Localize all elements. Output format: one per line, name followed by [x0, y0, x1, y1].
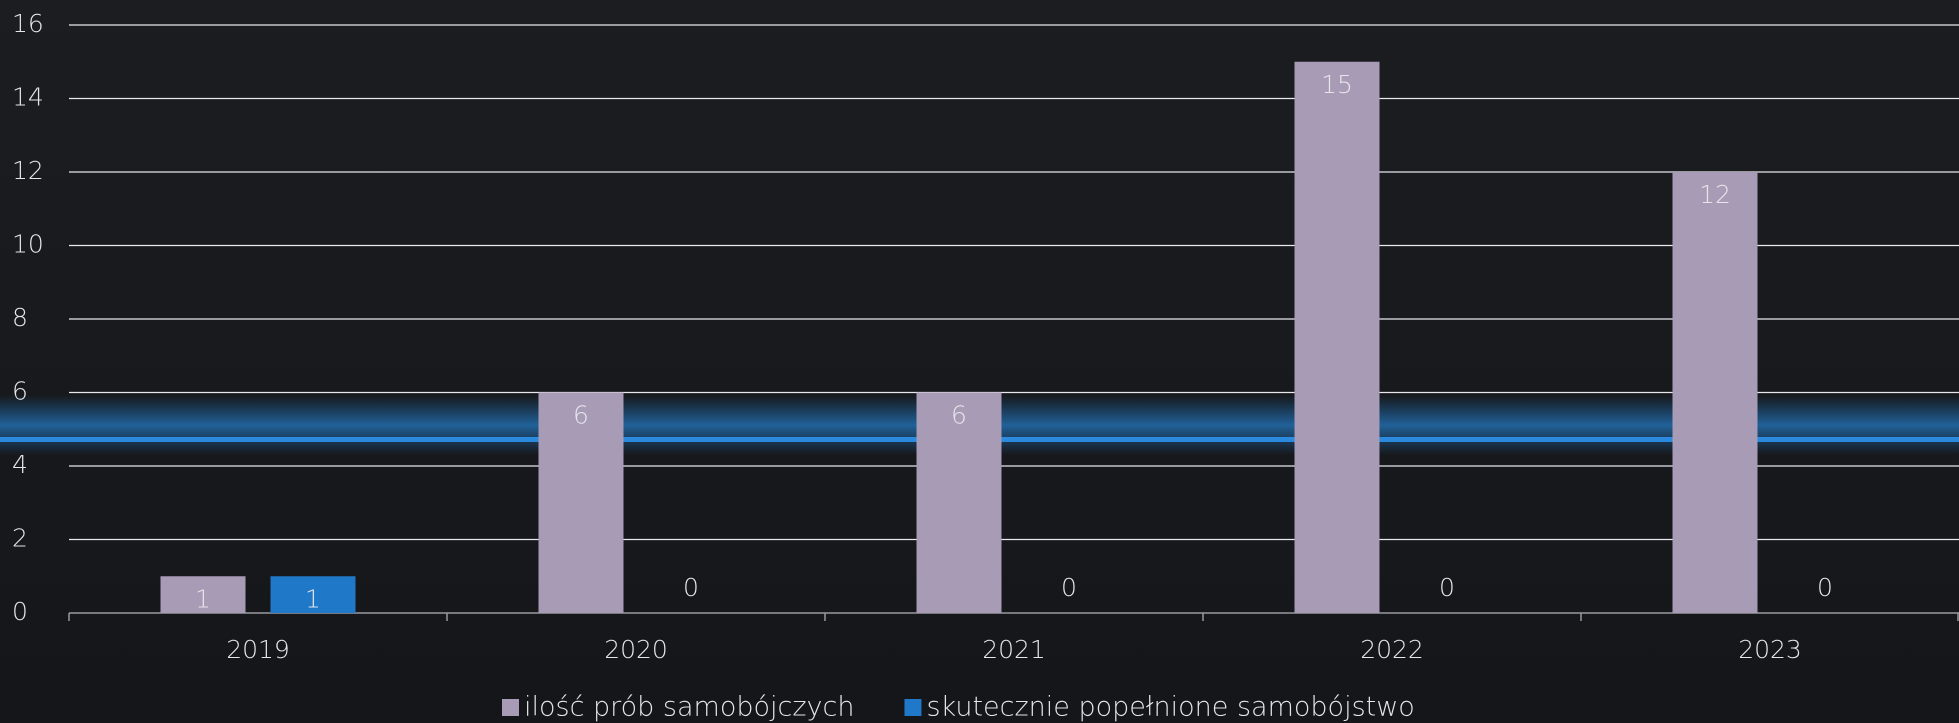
- data-label: 1: [305, 584, 321, 613]
- y-tick-label: 4: [12, 450, 28, 479]
- bar: [1294, 61, 1380, 613]
- data-label: 0: [1061, 573, 1077, 602]
- data-label: 15: [1321, 70, 1353, 99]
- legend-swatch: [904, 699, 922, 716]
- legend-swatch: [502, 699, 519, 716]
- legend-label: ilość prób samobójczych: [524, 692, 854, 723]
- data-label: 6: [951, 401, 967, 430]
- data-label: 0: [683, 573, 699, 602]
- legend: ilość prób samobójczych skutecznie popełn…: [502, 692, 1415, 723]
- data-label: 0: [1439, 573, 1455, 602]
- y-tick-label: 2: [12, 524, 28, 553]
- legend-label: skutecznie popełnione samobójstwo: [926, 692, 1414, 723]
- x-tick-label: 2019: [226, 635, 290, 664]
- y-tick-label: 10: [12, 230, 44, 259]
- y-tick-label: 14: [12, 83, 44, 112]
- x-tick-label: 2020: [604, 635, 668, 664]
- x-tick-label: 2023: [1738, 635, 1802, 664]
- x-tick-label: 2021: [982, 635, 1046, 664]
- bar: [270, 576, 356, 613]
- y-tick-label: 12: [12, 156, 44, 185]
- y-tick-label: 0: [12, 597, 28, 626]
- bar: [160, 576, 246, 613]
- x-tick-label: 2022: [1360, 635, 1424, 664]
- data-label: 12: [1699, 180, 1731, 209]
- bar: [1672, 172, 1758, 613]
- data-label: 0: [1817, 573, 1833, 602]
- bar: [916, 392, 1002, 613]
- y-tick-label: 16: [12, 9, 44, 38]
- y-tick-label: 6: [12, 377, 28, 406]
- data-label: 1: [195, 584, 211, 613]
- y-tick-label: 8: [12, 303, 28, 332]
- bar: [538, 392, 624, 613]
- data-label: 6: [573, 401, 589, 430]
